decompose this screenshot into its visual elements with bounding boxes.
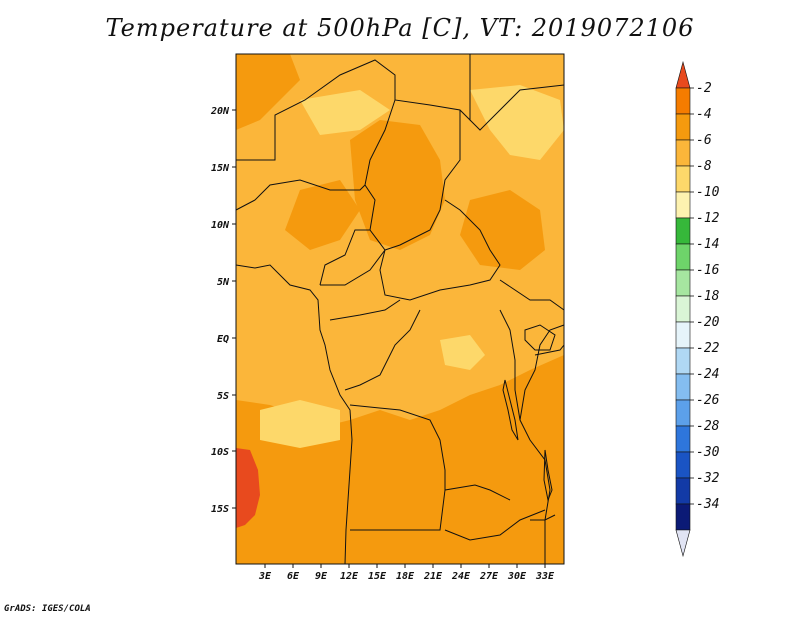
lat-label-15n: 15N	[211, 163, 230, 174]
colorbar-label: -12	[696, 211, 720, 226]
lat-label-eq: EQ	[217, 334, 229, 345]
lon-label-3e: 3E	[258, 571, 272, 582]
border-drc	[349, 309, 521, 501]
colorbar-label: -22	[696, 341, 720, 356]
lon-label-6e: 6E	[287, 571, 300, 582]
colorbar-label: -18	[696, 289, 720, 304]
colorbar-segment	[675, 113, 691, 141]
lon-label-15e: 15E	[368, 571, 387, 582]
colorbar-segment	[675, 373, 691, 401]
colorbar-segment	[675, 269, 691, 297]
colorbar-label: -26	[696, 393, 720, 408]
lon-label-27e: 27E	[479, 571, 499, 582]
lat-label-15s: 15S	[211, 504, 229, 515]
border-east-1	[469, 84, 565, 311]
field-cool-region-s	[260, 400, 340, 448]
colorbar-segment	[675, 347, 691, 375]
colorbar-segment	[675, 165, 691, 193]
colorbar-label: -8	[696, 159, 712, 174]
border-congo	[329, 299, 421, 391]
border-north	[236, 54, 471, 161]
lat-label-5s: 5S	[217, 391, 229, 402]
lon-label-18e: 18E	[396, 571, 415, 582]
colorbar-segment	[675, 243, 691, 271]
border-niger-nigeria	[235, 179, 366, 211]
border-car	[320, 199, 501, 301]
colorbar: -2 -4 -6 -8 -10 -12 -14 -16 -18 -20 -22 -24 -26 -28 -3…	[675, 60, 720, 558]
lon-axis: 3E 6E 9E 12E 15E 18E 21E 24E 27E 30E 33E	[258, 564, 555, 582]
field-cool-region-n	[300, 90, 390, 135]
colorbar-label: -30	[696, 445, 720, 460]
colorbar-label: -2	[696, 81, 712, 96]
colorbar-segment	[675, 399, 691, 427]
colorbar-segment	[675, 451, 691, 479]
colorbar-label: -4	[696, 107, 712, 122]
lat-label-5n: 5N	[217, 277, 230, 288]
field-warm-region-south	[236, 355, 564, 564]
lon-label-24e: 24E	[451, 571, 471, 582]
colorbar-label: -6	[696, 133, 712, 148]
map-title: Temperature at 500hPa [C], VT: 201907210…	[105, 14, 695, 42]
border-angola	[350, 489, 546, 541]
colorbar-label: -32	[696, 471, 720, 486]
country-borders	[235, 54, 565, 565]
lake-victoria	[524, 324, 556, 351]
lat-label-20n: 20N	[210, 106, 230, 117]
colorbar-segment	[675, 503, 691, 531]
credit-text: GrADS: IGES/COLA	[4, 604, 91, 614]
colorbar-label: -28	[696, 419, 720, 434]
colorbar-segment	[675, 87, 691, 115]
field-warm-region-west	[236, 54, 300, 130]
lat-label-10s: 10S	[211, 447, 229, 458]
colorbar-segment	[675, 295, 691, 323]
colorbar-segment	[675, 217, 691, 245]
map-frame	[235, 53, 565, 565]
colorbar-label: -14	[696, 237, 719, 252]
map-panel	[235, 53, 565, 565]
colorbar-segment	[675, 477, 691, 505]
colorbar-label: -34	[696, 497, 719, 512]
colorbar-arrow-top	[675, 60, 691, 89]
lon-label-21e: 21E	[423, 571, 443, 582]
colorbar-segment	[675, 321, 691, 349]
lon-label-9e: 9E	[315, 571, 328, 582]
border-nigeria-cameroon	[319, 229, 370, 286]
coastline-west-africa	[235, 264, 353, 565]
lake-malawi	[543, 449, 553, 502]
lat-label-10n: 10N	[211, 220, 230, 231]
field-warm-region-center	[285, 180, 360, 250]
lon-label-33e: 33E	[535, 571, 555, 582]
colorbar-segment	[675, 191, 691, 219]
field-cool-region-ne	[470, 85, 564, 160]
colorbar-label: -16	[696, 263, 720, 278]
colorbar-segment	[675, 139, 691, 167]
field-hot-region	[236, 448, 260, 528]
border-east-2	[530, 344, 565, 521]
colorbar-label: -24	[696, 367, 719, 382]
colorbar-arrow-bottom	[675, 529, 691, 558]
colorbar-segment	[675, 425, 691, 453]
field-warm-region-east	[460, 190, 545, 270]
lon-label-30e: 30E	[507, 571, 527, 582]
lat-axis: 20N 15N 10N 5N EQ 5S 10S 15S	[210, 106, 236, 515]
lon-label-12e: 12E	[340, 571, 359, 582]
colorbar-label: -20	[696, 315, 720, 330]
colorbar-label: -10	[696, 185, 720, 200]
field-cool-region-c	[440, 335, 485, 370]
lake-tanganyika	[502, 379, 519, 441]
